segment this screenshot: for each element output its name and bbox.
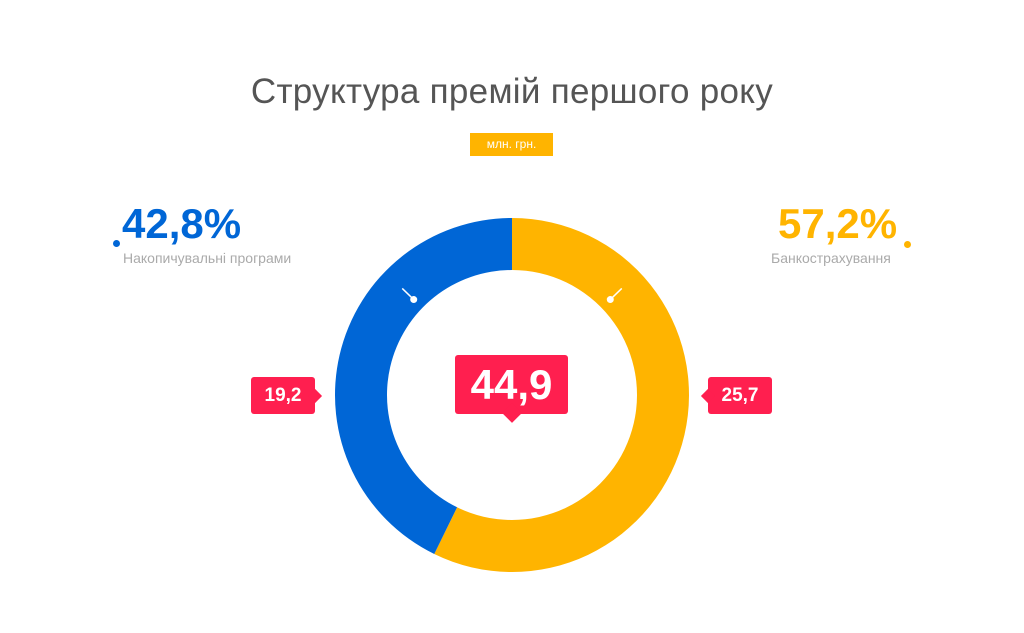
slice-marker-dot-0 (606, 296, 614, 304)
percent-label-bancassurance: 57,2% (778, 200, 898, 247)
category-label-savings: Накопичувальні програми (123, 250, 292, 266)
donut-slice-0 (434, 218, 690, 572)
total-value-tag: 44,9 (455, 355, 568, 414)
slice-marker-dot-1 (410, 296, 418, 304)
chart-title: Структура премій першого року (250, 72, 774, 111)
category-label-bancassurance: Банкострахування (771, 250, 891, 266)
blue-legend-dot (113, 240, 120, 247)
donut-slice-1 (335, 218, 512, 555)
value-tag-savings: 19,2 (251, 377, 315, 414)
unit-badge: млн. грн. (470, 133, 553, 156)
value-tag-bancassurance: 25,7 (708, 377, 772, 414)
yellow-legend-dot (904, 241, 911, 248)
percent-label-savings: 42,8% (122, 200, 242, 247)
